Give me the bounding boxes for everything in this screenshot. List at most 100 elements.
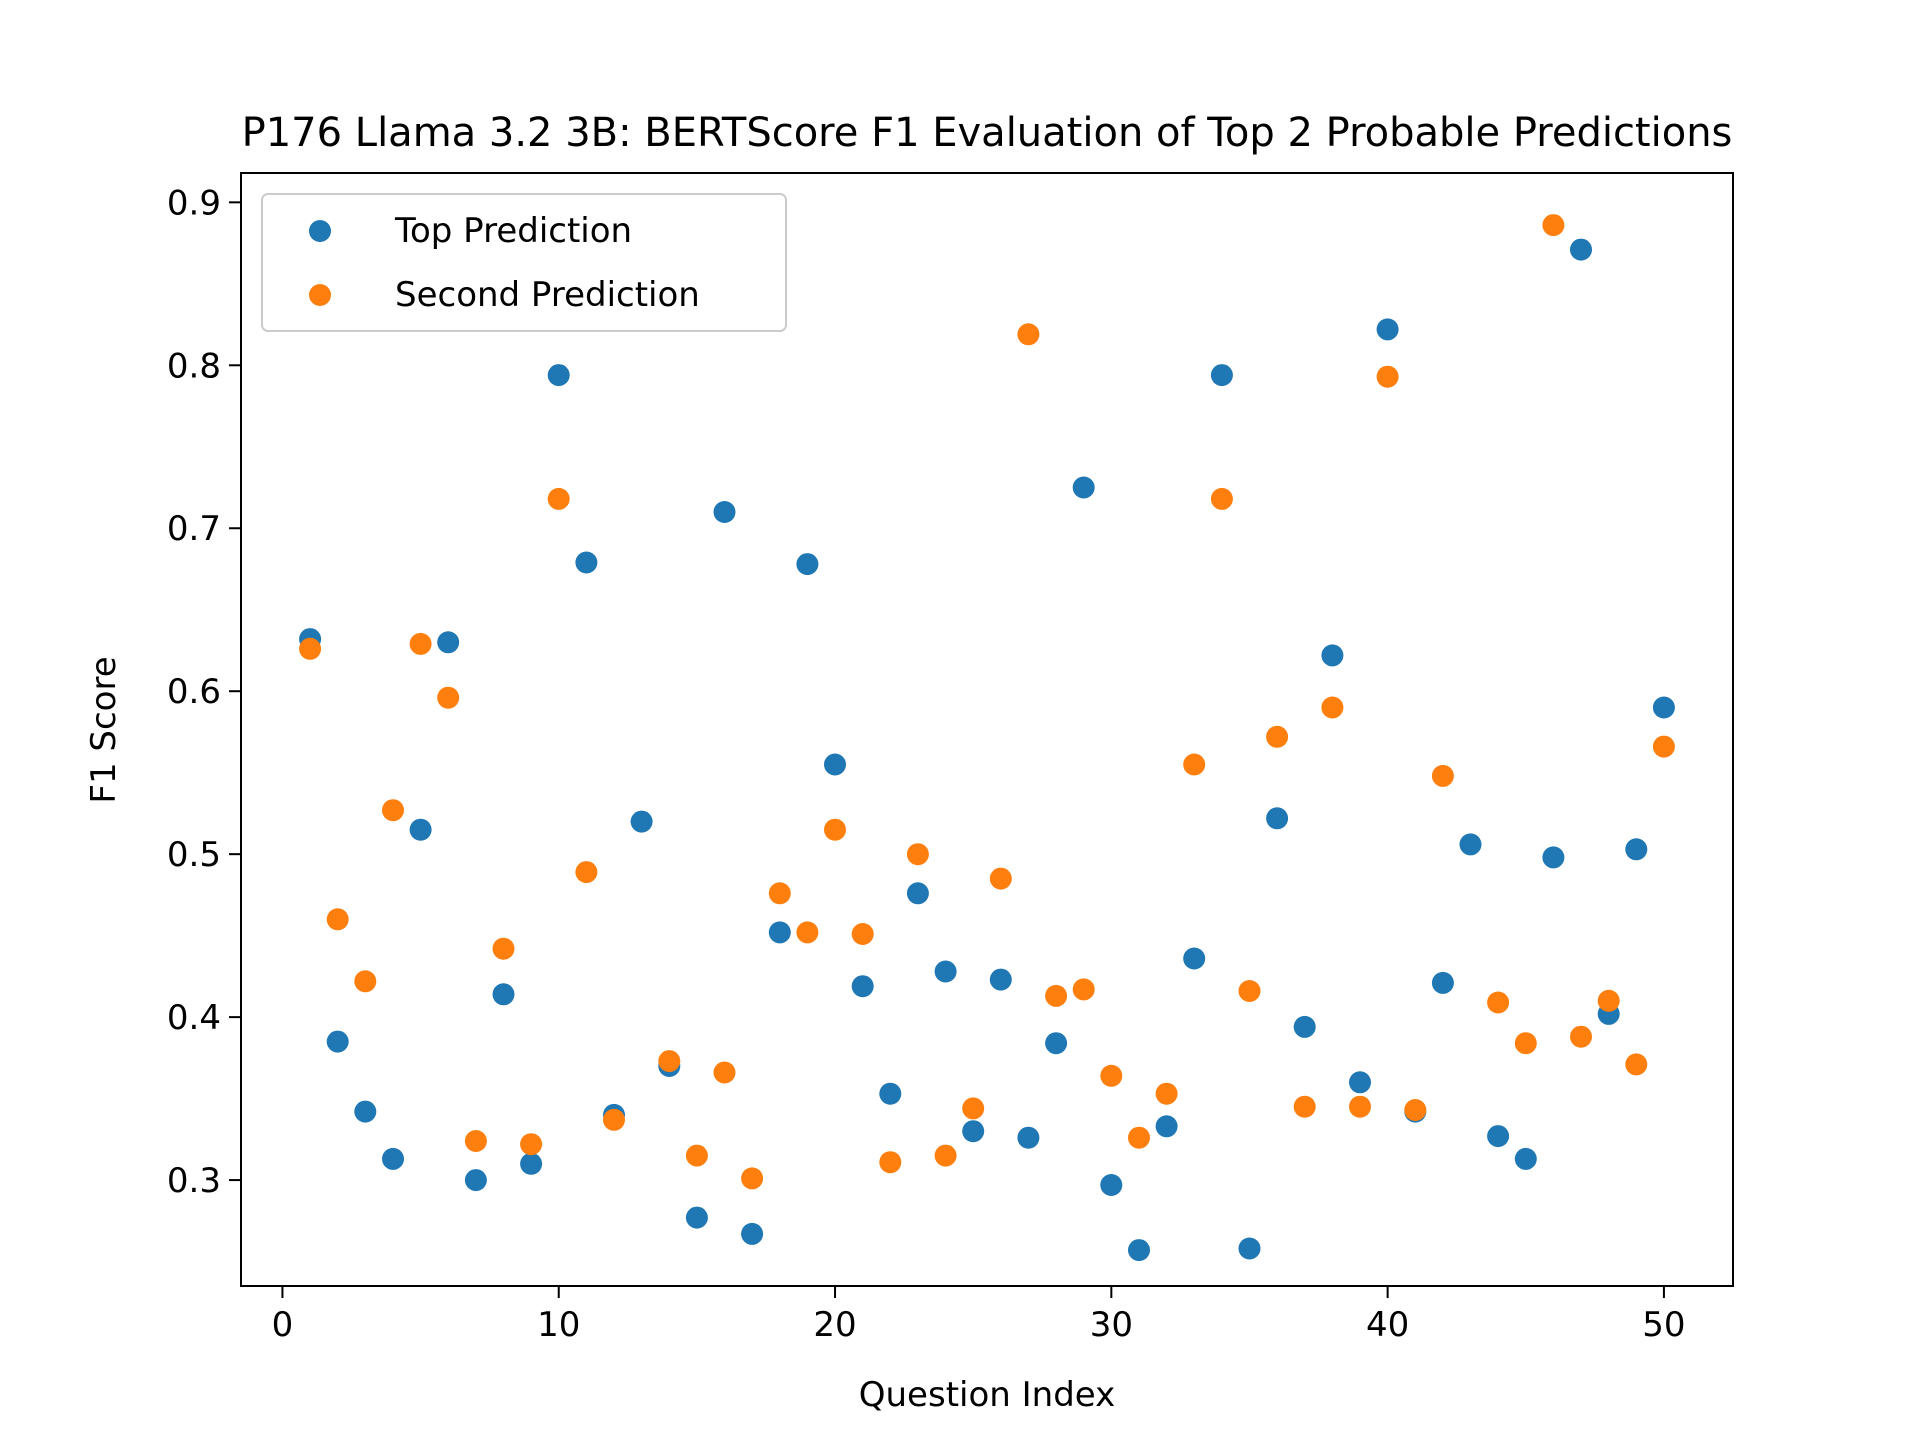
- top-prediction-point: [437, 631, 460, 654]
- second-prediction-point: [520, 1133, 543, 1156]
- chart-title: P176 Llama 3.2 3B: BERTScore F1 Evaluati…: [242, 110, 1733, 156]
- top-prediction-point: [1017, 1126, 1040, 1149]
- top-prediction-point: [713, 501, 736, 523]
- plot-area-frame: [240, 172, 1734, 1287]
- y-tick-label: 0.5: [167, 835, 221, 875]
- x-axis-label: Question Index: [859, 1375, 1115, 1415]
- second-prediction-point: [464, 1130, 487, 1152]
- top-prediction-point: [1100, 1174, 1123, 1196]
- second-prediction-point: [851, 923, 874, 945]
- second-prediction-point: [1266, 725, 1289, 748]
- y-tick-label: 0.6: [167, 672, 221, 712]
- second-prediction-point: [879, 1151, 902, 1174]
- x-tick-label: 20: [813, 1305, 856, 1345]
- top-prediction-point: [685, 1206, 708, 1229]
- top-prediction-point: [989, 968, 1012, 991]
- legend-marker-top-prediction: [309, 220, 331, 242]
- second-prediction-point: [1321, 696, 1344, 719]
- second-prediction-point: [1210, 487, 1233, 510]
- x-tick-label: 30: [1090, 1305, 1133, 1345]
- top-prediction-point: [1542, 846, 1565, 869]
- x-tick-label: 10: [537, 1305, 580, 1345]
- top-prediction-point: [1514, 1147, 1537, 1170]
- second-prediction-point: [796, 921, 819, 944]
- top-prediction-point: [1459, 833, 1482, 856]
- second-prediction-point: [1128, 1126, 1150, 1149]
- top-prediction-point: [1293, 1015, 1316, 1038]
- legend-box: [261, 193, 787, 332]
- top-prediction-point: [575, 551, 598, 574]
- second-prediction-point: [1238, 980, 1261, 1002]
- top-prediction-point: [1210, 364, 1233, 387]
- legend-label-top-prediction: Top Prediction: [394, 211, 632, 251]
- y-tick-label: 0.3: [167, 1161, 221, 1201]
- second-prediction-point: [1376, 365, 1399, 388]
- data-points: [299, 214, 1675, 1262]
- top-prediction-point: [1072, 476, 1095, 499]
- second-prediction-point: [989, 867, 1012, 890]
- second-prediction-point: [1045, 984, 1068, 1007]
- axis-ticks: 0 10 20 30 40 50 0.3 0.4 0.5 0.6 0.7 0.8 0.9: [167, 183, 1686, 1345]
- second-prediction-point: [1431, 764, 1454, 787]
- second-prediction-point: [685, 1144, 708, 1167]
- top-prediction-point: [326, 1030, 349, 1053]
- top-prediction-point: [630, 810, 653, 833]
- second-prediction-point: [547, 487, 570, 510]
- second-prediction-point: [326, 908, 349, 931]
- top-prediction-point: [464, 1169, 487, 1192]
- top-prediction-point: [1487, 1125, 1510, 1148]
- second-prediction-point: [658, 1050, 681, 1073]
- top-prediction-point: [1183, 947, 1206, 970]
- second-prediction-point: [934, 1144, 957, 1167]
- second-prediction-point: [1404, 1099, 1427, 1121]
- second-prediction-point: [603, 1108, 625, 1131]
- second-prediction-point: [824, 818, 846, 841]
- second-prediction-point: [409, 632, 432, 655]
- top-prediction-point: [1266, 807, 1289, 830]
- top-prediction-point: [851, 975, 874, 998]
- top-prediction-point: [1431, 971, 1454, 994]
- top-prediction-point: [768, 921, 791, 944]
- second-prediction-point: [1349, 1095, 1371, 1118]
- top-prediction-point: [354, 1100, 377, 1123]
- second-prediction-point: [1652, 735, 1675, 758]
- top-prediction-point: [492, 983, 515, 1006]
- top-prediction-point: [879, 1082, 902, 1105]
- y-axis-label: F1 Score: [84, 656, 124, 803]
- top-prediction-point: [1349, 1071, 1371, 1094]
- top-prediction-point: [382, 1147, 404, 1170]
- top-prediction-point: [1155, 1115, 1178, 1138]
- second-prediction-point: [906, 843, 929, 866]
- second-prediction-point: [382, 799, 404, 822]
- x-tick-label: 0: [272, 1305, 294, 1345]
- legend: Top Prediction Second Prediction: [261, 193, 787, 332]
- second-prediction-point: [437, 686, 460, 709]
- top-prediction-point: [1238, 1237, 1261, 1260]
- second-prediction-point: [1542, 214, 1565, 237]
- top-prediction-point: [962, 1120, 985, 1143]
- top-prediction-point: [1570, 238, 1592, 261]
- y-tick-label: 0.8: [167, 346, 221, 386]
- legend-label-second-prediction: Second Prediction: [395, 275, 700, 315]
- second-prediction-point: [1183, 753, 1206, 776]
- top-prediction-point: [796, 553, 819, 576]
- second-prediction-point: [1597, 989, 1620, 1012]
- y-tick-label: 0.9: [167, 183, 221, 223]
- second-prediction-point: [1100, 1064, 1123, 1087]
- second-prediction-point: [1570, 1025, 1592, 1048]
- second-prediction-point: [1155, 1082, 1178, 1105]
- top-prediction-point: [906, 882, 929, 905]
- second-prediction-point: [1072, 978, 1095, 1001]
- second-prediction-point: [713, 1061, 736, 1084]
- top-prediction-point: [824, 753, 846, 776]
- top-prediction-point: [1625, 838, 1648, 861]
- second-prediction-point: [962, 1097, 985, 1120]
- y-tick-label: 0.4: [167, 998, 221, 1038]
- top-prediction-point: [1376, 318, 1399, 341]
- second-prediction-point: [575, 861, 598, 884]
- second-prediction-point: [768, 882, 791, 905]
- top-prediction-point: [1321, 644, 1344, 667]
- legend-marker-second-prediction: [309, 284, 331, 306]
